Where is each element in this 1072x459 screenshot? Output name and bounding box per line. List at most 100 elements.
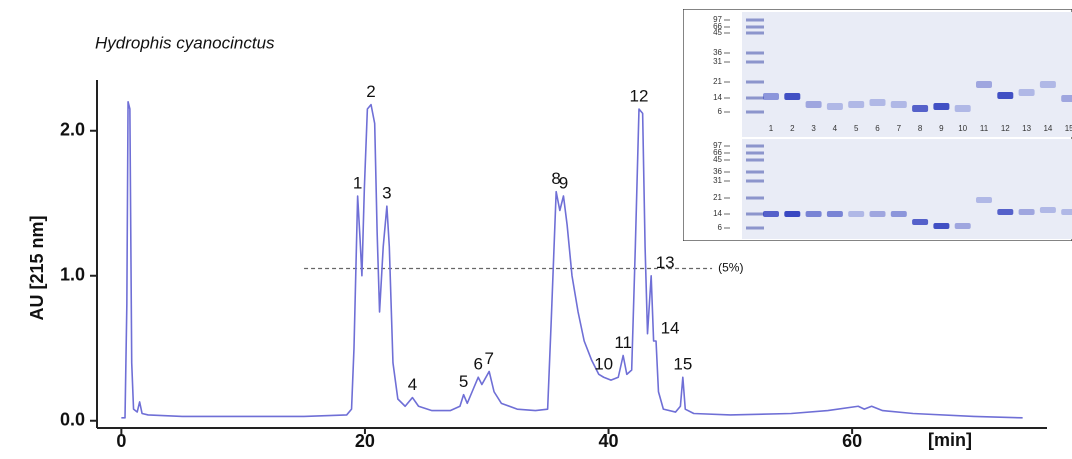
marker-band [746, 151, 764, 155]
gel-band [976, 81, 992, 88]
gel-band [763, 93, 779, 100]
gel-band [763, 211, 779, 217]
lane-label: 1 [769, 124, 774, 133]
peak-label: 6 [473, 355, 482, 374]
lane-label: 9 [939, 124, 944, 133]
mw-label: 97 [713, 15, 722, 24]
peak-label: 9 [559, 173, 568, 192]
lane-label: 10 [958, 124, 967, 133]
gel-band [954, 105, 971, 112]
gel-bottom [742, 139, 1072, 239]
gel-band [848, 211, 865, 217]
mw-label: 45 [713, 28, 722, 37]
gel-band [869, 211, 886, 217]
threshold-label: (5%) [718, 261, 743, 275]
mw-label: 6 [718, 223, 723, 232]
x-axis-label: [min] [928, 430, 972, 450]
gel-band [826, 211, 843, 217]
chromatogram-trace [121, 100, 1023, 419]
gel-band [890, 211, 907, 217]
marker-band [746, 60, 764, 64]
peak-label: 2 [366, 82, 375, 101]
gel-band [784, 211, 801, 217]
marker-band [746, 179, 764, 183]
lane-label: 4 [833, 124, 838, 133]
gel-band [933, 223, 950, 229]
lane-label: 11 [980, 124, 989, 133]
marker-band [746, 25, 764, 29]
mw-label: 21 [713, 193, 722, 202]
y-tick-label: 0.0 [60, 410, 85, 430]
y-tick-label: 2.0 [60, 120, 85, 140]
mw-label: 14 [713, 209, 722, 218]
lane-label: 7 [897, 124, 902, 133]
peak-label: 13 [656, 253, 675, 272]
marker-band [746, 144, 764, 148]
peak-label: 3 [382, 184, 391, 203]
x-tick-label: 40 [599, 431, 619, 451]
marker-band [746, 80, 764, 84]
gel-band [912, 219, 929, 225]
gel-band [1039, 81, 1056, 88]
mw-label: 14 [713, 93, 722, 102]
y-axis-label: AU [215 nm] [27, 215, 47, 320]
gel-band [1018, 89, 1035, 96]
gel-band [933, 103, 950, 110]
peak-label: 8 [551, 169, 560, 188]
peak-label: 7 [484, 349, 493, 368]
gel-top [742, 12, 1072, 137]
lane-label: 14 [1043, 124, 1052, 133]
mw-label: 66 [713, 22, 722, 31]
marker-band [746, 110, 764, 114]
lane-label: 2 [790, 124, 795, 133]
lane-label: 3 [811, 124, 816, 133]
x-tick-label: 60 [842, 431, 862, 451]
gel-band [997, 92, 1014, 99]
marker-band [746, 170, 764, 174]
gel-band [1061, 95, 1072, 102]
marker-band [746, 18, 764, 22]
mw-label: 97 [713, 141, 722, 150]
mw-label: 36 [713, 167, 722, 176]
mw-label: 66 [713, 148, 722, 157]
peak-label: 11 [614, 333, 632, 352]
marker-band [746, 51, 764, 55]
gel-band [805, 211, 822, 217]
gel-band [912, 105, 929, 112]
gel-band [784, 93, 801, 100]
lane-label: 12 [1001, 124, 1010, 133]
mw-label: 31 [713, 57, 722, 66]
gel-band [826, 103, 843, 110]
mw-label: 31 [713, 176, 722, 185]
gel-band [976, 197, 992, 203]
peak-label: 12 [630, 86, 649, 105]
gel-band [805, 101, 822, 108]
lane-label: 13 [1022, 124, 1031, 133]
lane-label: 8 [918, 124, 923, 133]
lane-label: 15 [1065, 124, 1072, 133]
lane-label: 5 [854, 124, 859, 133]
marker-band [746, 96, 764, 100]
peak-label: 4 [408, 375, 417, 394]
mw-label: 6 [718, 107, 723, 116]
mw-label: 36 [713, 48, 722, 57]
gel-band [997, 209, 1014, 215]
gel-band [1039, 207, 1056, 213]
peak-label: 15 [673, 355, 692, 374]
gel-band [954, 223, 971, 229]
marker-band [746, 212, 764, 216]
marker-band [746, 226, 764, 230]
peak-label: 10 [594, 355, 613, 374]
mw-label: 45 [713, 155, 722, 164]
y-tick-label: 1.0 [60, 265, 85, 285]
marker-band [746, 196, 764, 200]
gel-band [1061, 209, 1072, 215]
marker-band [746, 158, 764, 162]
x-tick-label: 0 [116, 431, 126, 451]
marker-band [746, 31, 764, 35]
chart-title: Hydrophis cyanocinctus [95, 33, 275, 52]
